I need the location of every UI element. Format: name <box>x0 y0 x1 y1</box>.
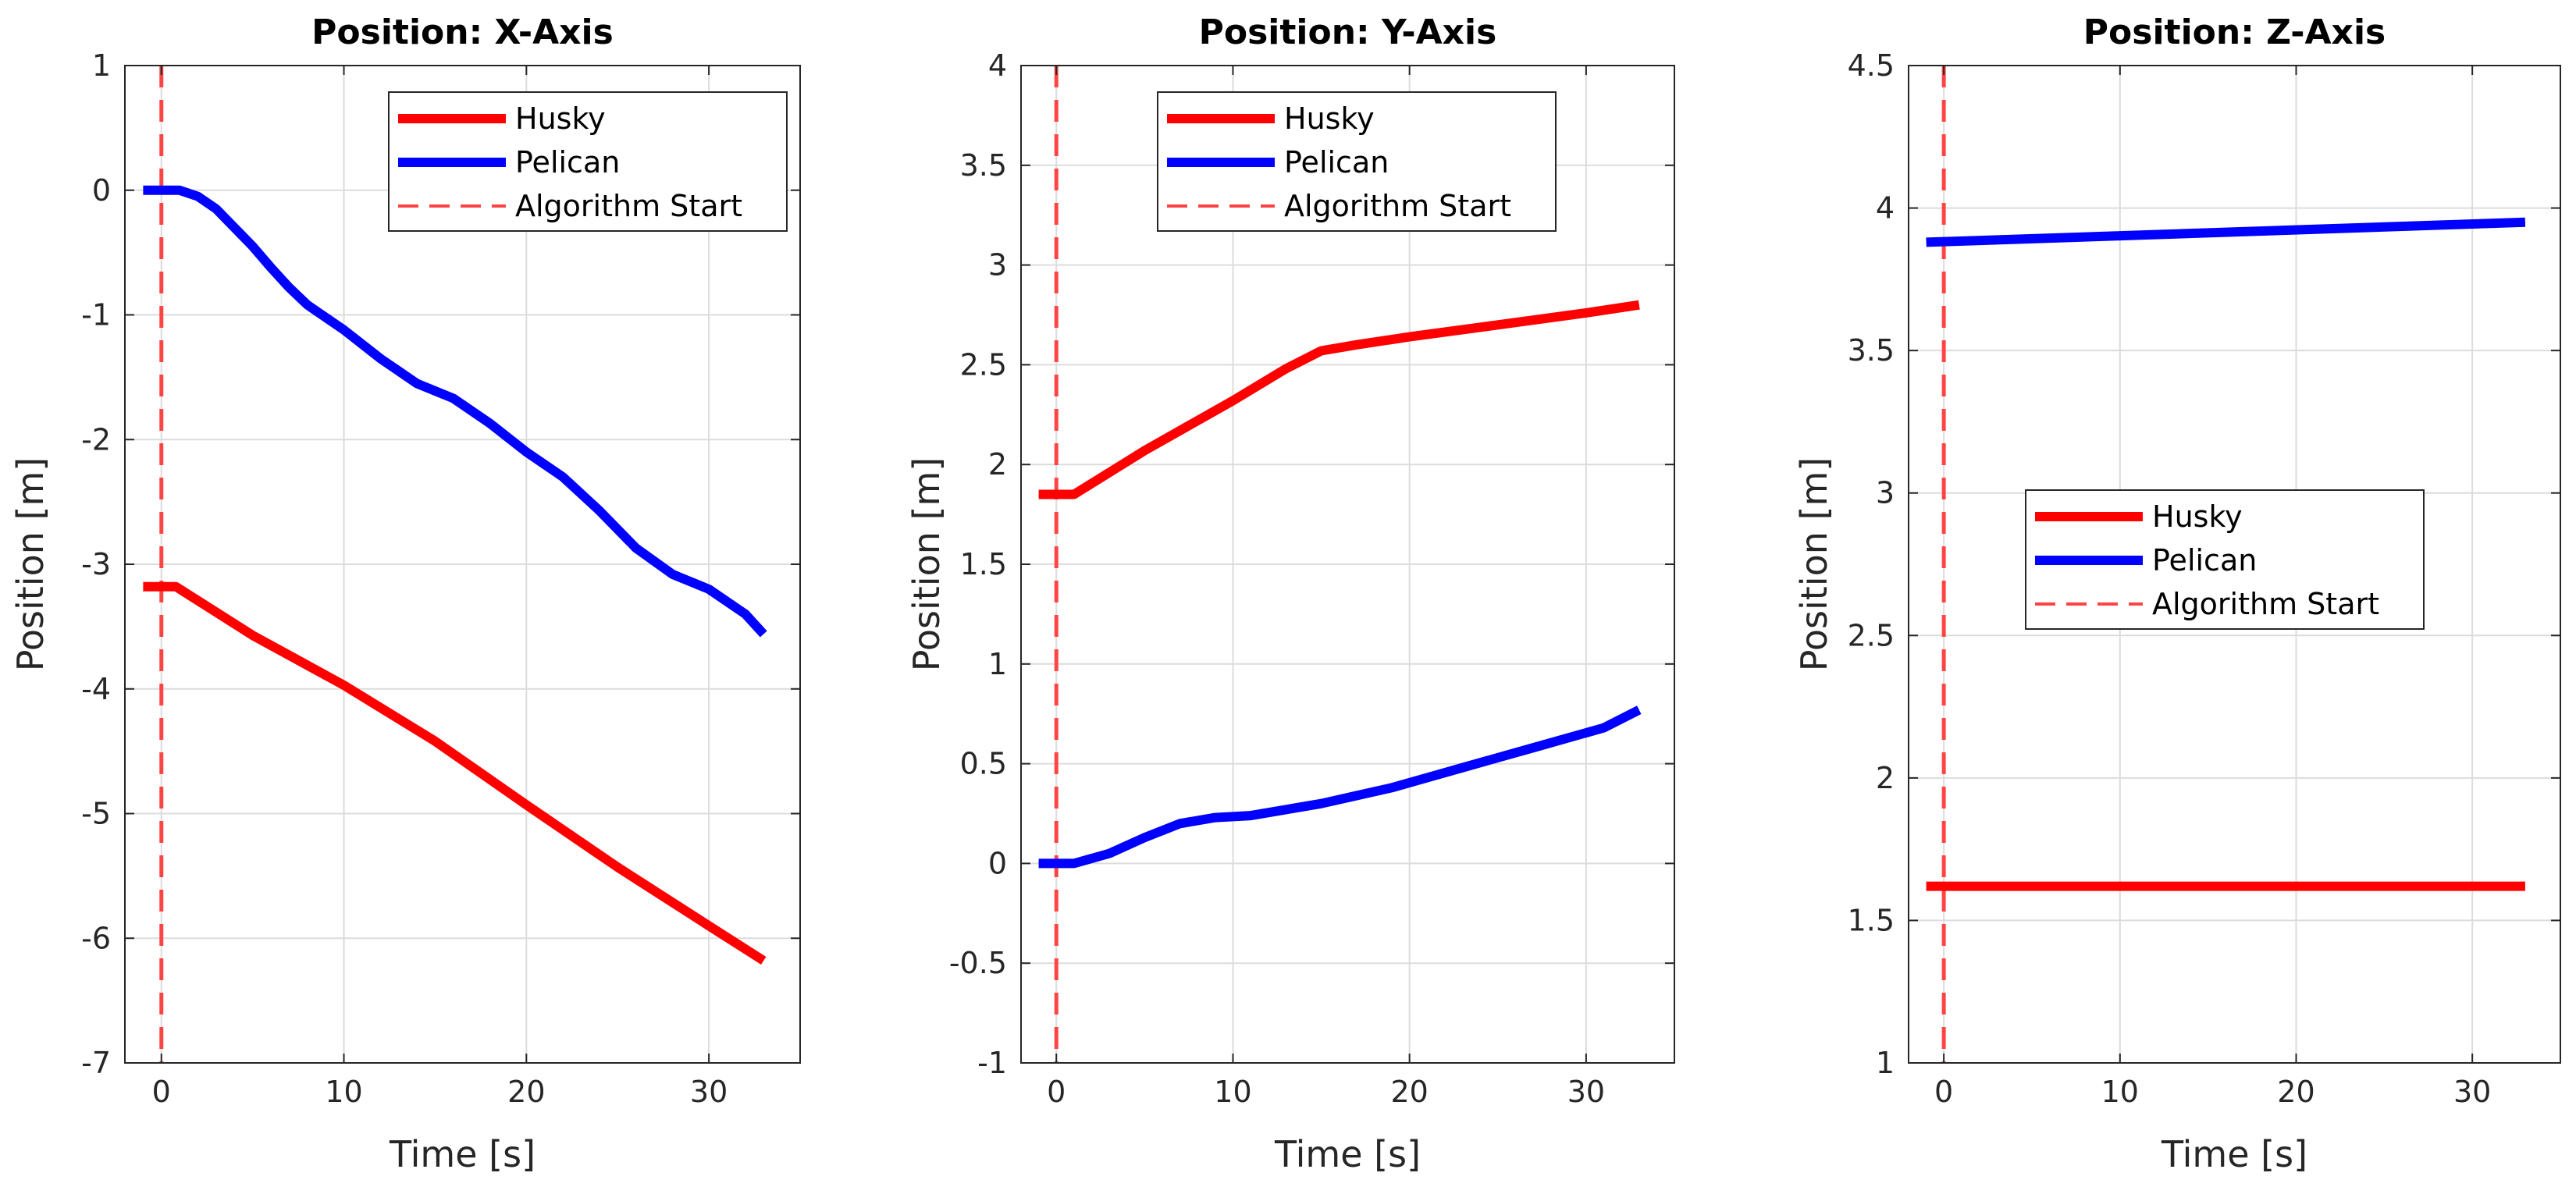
x-tick-label: 0 <box>152 1075 171 1109</box>
series-line-pelican <box>1926 217 2526 247</box>
y-tick-label: -1 <box>977 1046 1007 1080</box>
y-tick-label: 0 <box>92 173 111 208</box>
y-tick-label: -5 <box>81 797 111 831</box>
legend: Husky Pelican Algorithm Start <box>388 91 788 232</box>
legend-label: Husky <box>515 101 606 136</box>
y-tick-label: 3 <box>1876 476 1895 510</box>
legend-label: Pelican <box>1284 145 1389 179</box>
legend-label: Algorithm Start <box>2152 587 2379 621</box>
y-axis-label: Position [m] <box>906 457 948 671</box>
x-tick-label: 0 <box>1047 1075 1066 1109</box>
y-tick-label: 2 <box>1876 761 1895 795</box>
y-tick-label: 1.5 <box>1848 903 1895 937</box>
series-line-husky <box>143 581 767 965</box>
series-line-husky <box>1038 300 1640 499</box>
chart-panel-3: 0 10 20 30 1 1.5 2 2.5 3 3.5 4 4.5 Position: Z-Axis T… <box>1793 12 2561 1175</box>
x-tick-label: 20 <box>1390 1075 1428 1109</box>
axes-box <box>1908 65 2561 1064</box>
x-tick-label: 30 <box>2453 1075 2491 1109</box>
y-tick-label: 1 <box>988 647 1007 681</box>
y-tick-label: -1 <box>81 298 111 332</box>
legend-label: Algorithm Start <box>1284 189 1511 223</box>
y-tick-label: 2.5 <box>1848 618 1895 652</box>
series-line-pelican <box>143 185 767 638</box>
y-tick-label: -3 <box>81 547 111 581</box>
y-axis-label: Position [m] <box>1793 457 1835 671</box>
legend-label: Husky <box>1284 101 1375 136</box>
y-tick-label: -2 <box>81 422 111 457</box>
y-tick-label: -6 <box>81 921 111 955</box>
x-axis-label: Time [s] <box>389 1133 535 1175</box>
x-tick-label: 0 <box>1934 1075 1953 1109</box>
series-line-pelican <box>1038 705 1642 869</box>
y-tick-label: -7 <box>81 1046 111 1080</box>
legend: Husky Pelican Algorithm Start <box>1157 91 1557 232</box>
chart-panel-1: 0 10 20 30 -7 -6 -5 -4 -3 -2 -1 0 1 Position: X-Axis T… <box>9 12 801 1175</box>
chart-title: Position: Y-Axis <box>1199 12 1497 52</box>
y-axis-label: Position [m] <box>9 457 52 671</box>
y-tick-label: 3.5 <box>960 148 1007 183</box>
y-tick-label: 1.5 <box>960 547 1007 581</box>
x-tick-label: 10 <box>1214 1075 1251 1109</box>
y-tick-label: 0.5 <box>960 747 1007 781</box>
chart-title: Position: Z-Axis <box>2083 12 2386 52</box>
y-tick-label: 1 <box>92 48 111 83</box>
x-tick-label: 10 <box>2101 1075 2139 1109</box>
y-tick-label: 1 <box>1876 1046 1895 1080</box>
x-axis-label: Time [s] <box>1274 1133 1421 1175</box>
x-tick-label: 20 <box>507 1075 545 1109</box>
y-tick-label: 0 <box>988 846 1007 880</box>
x-tick-label: 10 <box>325 1075 362 1109</box>
legend: Husky Pelican Algorithm Start <box>2025 489 2425 630</box>
y-tick-label: -4 <box>81 672 111 706</box>
y-tick-label: 4 <box>1876 191 1895 226</box>
y-tick-label: 3 <box>988 248 1007 283</box>
chart-title: Position: X-Axis <box>311 12 614 52</box>
legend-label: Pelican <box>515 145 620 179</box>
y-tick-label: 3.5 <box>1848 333 1895 368</box>
legend-label: Husky <box>2152 499 2243 534</box>
legend-label: Pelican <box>2152 543 2257 578</box>
x-tick-label: 20 <box>2277 1075 2314 1109</box>
y-tick-label: 4 <box>988 48 1007 83</box>
x-tick-label: 30 <box>690 1075 728 1109</box>
y-tick-label: 2.5 <box>960 347 1007 382</box>
x-tick-label: 30 <box>1567 1075 1605 1109</box>
chart-panel-2: 0 10 20 30 -1 -0.5 0 0.5 1 1.5 2 2.5 3 3.5 4 Position: … <box>906 12 1675 1175</box>
y-tick-label: 2 <box>988 447 1007 482</box>
legend-label: Algorithm Start <box>515 189 742 223</box>
x-axis-label: Time [s] <box>2161 1133 2307 1175</box>
y-tick-label: -0.5 <box>949 946 1007 980</box>
y-tick-label: 4.5 <box>1848 48 1895 83</box>
